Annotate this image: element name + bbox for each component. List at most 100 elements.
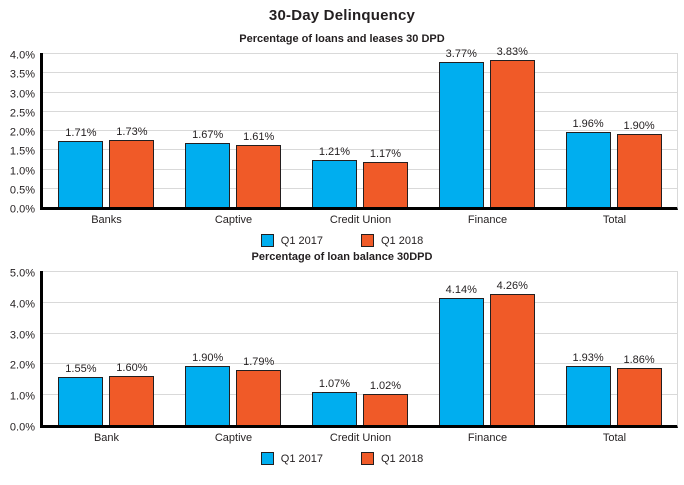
bar-groups: 1.55% 1.60% 1.90% 1.79% 1.07% 1.02% 4.14% 4.26%… [43, 271, 677, 425]
x-category-label: Banks [91, 214, 122, 226]
bar: 4.14% [438, 284, 484, 425]
gridline [43, 394, 677, 396]
y-tick-label: 0.0% [9, 203, 35, 216]
bar-value-label: 1.96% [572, 117, 604, 130]
gridline [43, 332, 677, 334]
bar: 3.77% [438, 48, 484, 207]
gridlines [43, 53, 677, 207]
gridline [43, 271, 677, 272]
bar: 1.61% [236, 132, 282, 207]
legend-label: Q1 2018 [381, 452, 424, 465]
bar-value-label: 4.26% [496, 279, 528, 292]
x-category-label: Captive [214, 214, 253, 226]
legend-item: Q1 2018 [361, 452, 423, 465]
legend-item: Q1 2017 [260, 234, 323, 247]
x-axis: Banks Captive Credit Union Finance Total [0, 215, 684, 226]
legend-item: Q1 2018 [361, 234, 423, 247]
bar-group: 1.21% 1.17% [297, 53, 424, 207]
bar: 1.07% [311, 379, 357, 425]
gridline [43, 130, 677, 131]
y-tick-label: 2.5% [9, 107, 35, 120]
bar-group: 4.14% 4.26% [423, 271, 550, 425]
y-tick-label: 1.0% [9, 165, 35, 177]
y-tick-label: 0.0% [9, 421, 35, 434]
bar-value-label: 1.71% [65, 127, 97, 140]
plot-row: 5.0% 4.0% 3.0% 2.0% 1.0% 0.0% 1.55% 1.60% 1.90%… [0, 267, 684, 433]
bar: 1.90% [616, 120, 662, 207]
bar: 1.17% [362, 148, 408, 207]
y-tick-label: 0.5% [9, 184, 35, 197]
bar: 1.67% [185, 129, 231, 207]
plot-area: 1.55% 1.60% 1.90% 1.79% 1.07% 1.02% 4.14% 4.26%… [40, 271, 678, 428]
bar: 4.26% [489, 280, 535, 425]
legend-swatch [260, 234, 274, 247]
chart-loans-and-leases: Percentage of loans and leases 30 DPD 4.… [0, 33, 684, 247]
bar-value-label: 3.83% [496, 45, 528, 58]
bar: 1.55% [58, 364, 104, 425]
gridline [43, 363, 677, 365]
bar-value-label: 1.79% [243, 355, 275, 368]
bar-group: 1.96% 1.90% [550, 53, 677, 207]
y-tick-label: 3.5% [9, 68, 35, 81]
y-tick-label: 5.0% [9, 267, 35, 280]
x-category-label: Total [602, 214, 627, 226]
x-category-label: Finance [467, 432, 508, 444]
x-category-label: Bank [93, 432, 120, 444]
gridline [43, 91, 677, 93]
gridline [43, 301, 677, 303]
bar: 1.93% [565, 352, 611, 425]
axis-spacer [0, 433, 43, 444]
bar-groups: 1.71% 1.73% 1.67% 1.61% 1.21% 1.17% 3.77% 3.83%… [43, 46, 677, 207]
x-category-label: Credit Union [329, 214, 392, 226]
x-category-label: Total [602, 432, 627, 444]
y-tick-label: 4.0% [9, 298, 35, 311]
bar-value-label: 1.90% [623, 119, 655, 132]
bar-value-label: 1.21% [318, 146, 351, 159]
bar-value-label: 1.61% [243, 131, 275, 144]
plot-row: 4.0% 3.5% 3.0% 2.5% 2.0% 1.5% 1.0% 0.5% 0.0% 1.7… [0, 46, 684, 215]
bar-value-label: 1.17% [369, 147, 402, 160]
plot-area: 1.71% 1.73% 1.67% 1.61% 1.21% 1.17% 3.77% 3.83%… [40, 46, 678, 210]
y-tick-label: 4.0% [9, 49, 35, 62]
bar: 1.73% [109, 127, 155, 207]
bar-group: 1.90% 1.79% [170, 271, 297, 425]
y-tick-label: 2.0% [9, 126, 35, 139]
legend-label: Q1 2017 [280, 452, 323, 465]
legend-label: Q1 2018 [381, 234, 424, 247]
bar-group: 1.55% 1.60% [43, 271, 170, 425]
chart-loan-balance: Percentage of loan balance 30DPD 5.0% 4.0… [0, 251, 684, 465]
bar: 1.90% [185, 353, 231, 425]
bar: 1.02% [362, 380, 408, 425]
bar-value-label: 1.67% [192, 128, 224, 141]
chart-subtitle: Percentage of loan balance 30DPD [251, 251, 433, 263]
bar: 1.96% [565, 118, 611, 207]
chart-subtitle: Percentage of loans and leases 30 DPD [239, 33, 445, 45]
x-category-label: Finance [467, 214, 508, 226]
x-axis: Bank Captive Credit Union Finance Total [0, 433, 684, 444]
legend: Q1 2017 Q1 2018 [0, 452, 684, 465]
bar: 1.86% [616, 354, 662, 425]
legend: Q1 2017 Q1 2018 [0, 234, 684, 247]
bar-group: 3.77% 3.83% [423, 46, 550, 207]
gridline [43, 168, 677, 170]
gridline [43, 149, 677, 151]
bar-value-label: 3.77% [445, 47, 477, 60]
bar: 1.60% [109, 362, 155, 425]
gridline [43, 72, 677, 74]
x-category-labels: Bank Captive Credit Union Finance Total [43, 433, 678, 444]
bar-value-label: 1.60% [116, 361, 148, 374]
bar-value-label: 4.14% [445, 283, 477, 296]
bar-value-label: 1.73% [116, 126, 148, 139]
bar-value-label: 1.07% [318, 378, 351, 391]
bar-value-label: 1.55% [65, 363, 97, 376]
x-category-labels: Banks Captive Credit Union Finance Total [43, 215, 678, 226]
x-category-label: Captive [214, 432, 253, 444]
bar-group: 1.07% 1.02% [297, 271, 424, 425]
y-tick-label: 3.0% [9, 88, 35, 100]
bar: 3.83% [489, 46, 535, 207]
bar: 1.71% [58, 128, 104, 207]
y-tick-label: 3.0% [9, 329, 35, 342]
page-title: 30-Day Delinquency [268, 7, 416, 24]
legend-swatch [361, 452, 374, 465]
